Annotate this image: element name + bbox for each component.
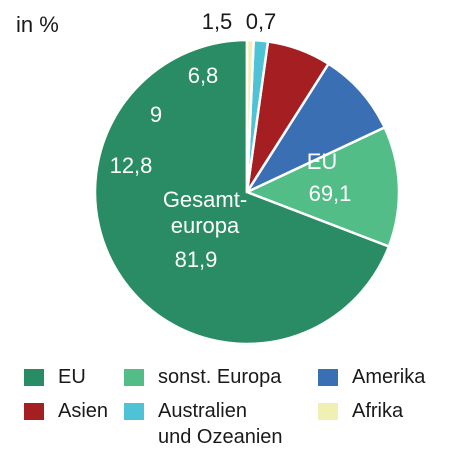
legend-swatch-eu bbox=[24, 369, 44, 386]
gesamteuropa-annotation-label: Gesamt-europa bbox=[163, 187, 247, 238]
legend-item-europe: sonst. Europa bbox=[124, 364, 281, 390]
legend-label-europe: sonst. Europa bbox=[158, 366, 282, 388]
pie-slices bbox=[93, 38, 401, 346]
legend-label-africa: Afrika bbox=[352, 400, 404, 422]
legend-item-africa: Afrika bbox=[318, 398, 403, 424]
eu-annotation-value: 69,1 bbox=[309, 181, 352, 206]
pie-slice-europe bbox=[245, 126, 401, 248]
unit-label: in % bbox=[16, 12, 59, 37]
legend-item-eu: EU bbox=[24, 364, 86, 390]
slice-value-labels: 12,8 9 6,8 1,5 0,7 bbox=[110, 9, 277, 178]
legend-swatch-america bbox=[318, 369, 338, 386]
legend-label-america: Amerika bbox=[352, 366, 426, 388]
slice-value-label-australia: 1,5 bbox=[202, 9, 233, 34]
legend-item-asia: Asien bbox=[24, 398, 108, 424]
slice-value-label-africa: 0,7 bbox=[246, 9, 277, 34]
pie-slice-africa bbox=[245, 38, 255, 194]
eu-annotation-label: EU bbox=[307, 149, 338, 174]
legend-label-eu: EU bbox=[58, 366, 86, 388]
legend: EU sonst. Europa Amerika Asien Australie… bbox=[0, 360, 474, 460]
legend-swatch-asia bbox=[24, 403, 44, 420]
slice-value-label-europe: 12,8 bbox=[110, 153, 153, 178]
legend-label-australia: Australien und Ozeanien bbox=[158, 400, 283, 448]
legend-item-america: Amerika bbox=[318, 364, 425, 390]
slice-value-label-asia: 6,8 bbox=[188, 63, 219, 88]
legend-item-australia: Australien und Ozeanien bbox=[124, 398, 283, 450]
gesamteuropa-annotation-value: 81,9 bbox=[175, 247, 218, 272]
legend-swatch-australia bbox=[124, 403, 144, 420]
legend-label-asia: Asien bbox=[58, 400, 109, 422]
legend-swatch-africa bbox=[318, 403, 338, 420]
pie-slice-america bbox=[245, 62, 386, 194]
legend-swatch-europe bbox=[124, 369, 144, 386]
slice-value-label-america: 9 bbox=[150, 102, 162, 127]
pie-slice-eu bbox=[93, 38, 391, 346]
